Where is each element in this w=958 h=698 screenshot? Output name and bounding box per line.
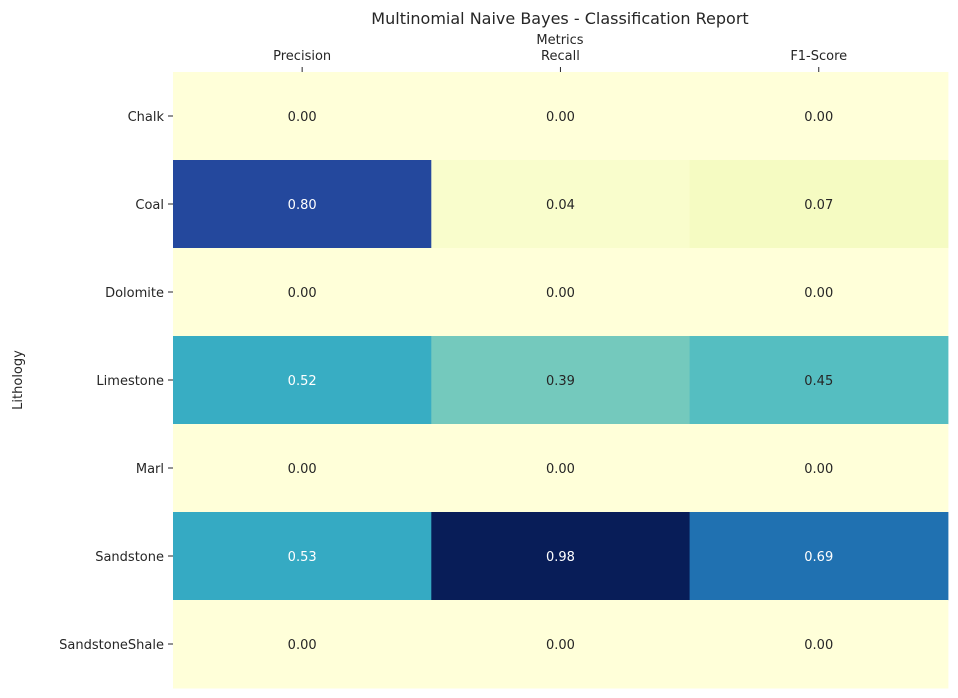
row-tick-label: Coal xyxy=(135,198,164,213)
row-tick-labels: ChalkCoalDolomiteLimestoneMarlSandstoneS… xyxy=(59,110,173,653)
heatmap-cell xyxy=(431,248,691,337)
cell-value-label: 0.00 xyxy=(546,462,575,477)
heatmap-cell xyxy=(173,600,432,689)
heatmap-cell xyxy=(689,336,949,425)
column-tick-labels: Precision Recall F1-Score xyxy=(273,49,847,72)
row-tick-label: Marl xyxy=(136,462,164,477)
heatmap-cell xyxy=(173,72,432,161)
heatmap-cell xyxy=(173,424,432,513)
cell-value-label: 0.45 xyxy=(804,374,833,389)
heatmap-cell xyxy=(431,72,691,161)
heatmap-cell xyxy=(689,512,949,601)
cell-value-label: 0.98 xyxy=(546,550,575,565)
heatmap-cell xyxy=(173,248,432,337)
cell-value-label: 0.00 xyxy=(546,286,575,301)
cell-value-label: 0.04 xyxy=(546,198,575,213)
heatmap-cell xyxy=(689,160,949,249)
heatmap-cell xyxy=(431,336,691,425)
heatmap-cell xyxy=(431,160,691,249)
cell-value-label: 0.00 xyxy=(288,462,317,477)
heatmap-cell xyxy=(173,336,432,425)
row-tick-label: Dolomite xyxy=(105,286,164,301)
heatmap-cell xyxy=(431,424,691,513)
row-tick-label: Sandstone xyxy=(95,550,164,565)
column-tick-label: F1-Score xyxy=(790,49,847,64)
heatmap-cell xyxy=(431,600,691,689)
heatmap-cell xyxy=(431,512,691,601)
cell-value-label: 0.07 xyxy=(804,198,833,213)
heatmap-cell xyxy=(173,512,432,601)
column-tick-label: Precision xyxy=(273,49,331,64)
x-axis-label: Metrics xyxy=(536,33,583,48)
cell-value-label: 0.00 xyxy=(288,110,317,125)
cell-value-label: 0.80 xyxy=(288,198,317,213)
cell-value-label: 0.00 xyxy=(288,638,317,653)
heatmap-cells: 0.00 0.00 0.00 0.80 0.04 0.07 0.00 0.00 0.00 0.52… xyxy=(173,72,949,689)
cell-value-label: 0.00 xyxy=(546,110,575,125)
cell-value-label: 0.00 xyxy=(804,286,833,301)
cell-value-label: 0.00 xyxy=(288,286,317,301)
cell-value-label: 0.00 xyxy=(546,638,575,653)
cell-value-label: 0.52 xyxy=(288,374,317,389)
heatmap-cell xyxy=(689,248,949,337)
heatmap-cell xyxy=(689,72,949,161)
cell-value-label: 0.39 xyxy=(546,374,575,389)
cell-value-label: 0.00 xyxy=(804,638,833,653)
row-tick-label: Chalk xyxy=(128,110,165,125)
row-tick-label: Limestone xyxy=(96,374,164,389)
column-tick-label: Recall xyxy=(541,49,580,64)
cell-value-label: 0.00 xyxy=(804,462,833,477)
y-axis-label: Lithology xyxy=(11,350,26,410)
heatmap-cell xyxy=(689,424,949,513)
cell-value-label: 0.69 xyxy=(804,550,833,565)
row-tick-label: SandstoneShale xyxy=(59,638,164,653)
heatmap-cell xyxy=(689,600,949,689)
chart-title: Multinomial Naive Bayes - Classification… xyxy=(371,9,748,28)
heatmap-cell xyxy=(173,160,432,249)
cell-value-label: 0.53 xyxy=(288,550,317,565)
cell-value-label: 0.00 xyxy=(804,110,833,125)
